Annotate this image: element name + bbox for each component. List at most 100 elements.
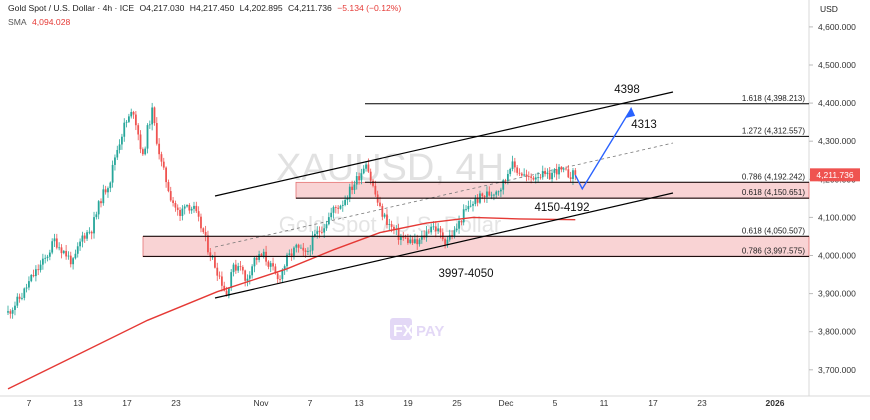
candle-body — [453, 230, 456, 237]
candle-body — [134, 114, 137, 126]
candle-body — [46, 256, 49, 258]
x-axis-tick-label: Dec — [498, 398, 514, 408]
candle-body — [572, 170, 574, 179]
candle-body — [246, 278, 249, 281]
candle-body — [348, 186, 351, 199]
candle-body — [67, 255, 70, 257]
candle-body — [169, 191, 172, 201]
candle-body — [207, 235, 209, 253]
candle-body — [281, 269, 284, 280]
candle-body — [330, 212, 333, 218]
candle-body — [476, 198, 479, 203]
candle-body — [523, 174, 526, 176]
fib-level-label: 0.618 (4,150.651) — [742, 188, 805, 197]
sma-label: SMA — [8, 17, 27, 27]
candle-body — [539, 177, 542, 179]
candle-body — [274, 266, 277, 274]
candle-body — [546, 172, 549, 175]
fib-level-label: 1.272 (4,312.557) — [742, 126, 805, 135]
candle-body — [109, 182, 112, 189]
candle-body — [532, 177, 535, 180]
candle-body — [114, 157, 116, 165]
y-axis-tick-label: 3,900.000 — [818, 289, 856, 299]
candle-body — [107, 188, 109, 193]
candle-body — [430, 226, 433, 233]
candle-body — [144, 148, 147, 155]
candle-body — [18, 296, 21, 299]
candle-body — [9, 311, 12, 314]
candle-body — [409, 239, 412, 243]
candle-body — [62, 250, 65, 254]
candle-body — [383, 214, 386, 217]
candle-body — [465, 209, 467, 210]
candle-body — [295, 244, 298, 248]
candle-body — [460, 220, 463, 223]
candle-body — [214, 256, 216, 268]
candle-body — [95, 214, 98, 218]
sma-line — [7, 216, 576, 390]
candle-body — [553, 169, 556, 173]
level-annotation: 4398 — [614, 84, 640, 96]
candle-body — [276, 273, 279, 280]
x-axis-tick-label: 7 — [308, 398, 313, 408]
candle-body — [567, 169, 570, 178]
candle-body — [513, 161, 516, 168]
level-annotation: 3997-4050 — [439, 268, 494, 280]
candle-body — [167, 182, 170, 192]
candle-body — [195, 205, 198, 212]
symbol-title: Gold Spot / U.S. Dollar · 4h · ICE — [8, 3, 135, 13]
candle-body — [420, 235, 423, 240]
candle-body — [72, 258, 74, 265]
candle-body — [527, 176, 530, 177]
candle-body — [360, 173, 363, 181]
x-axis-tick-label: 23 — [171, 398, 181, 408]
candle-body — [516, 167, 519, 173]
x-axis-tick-label: 17 — [648, 398, 658, 408]
candle-body — [565, 168, 567, 170]
x-axis-tick-label: 23 — [697, 398, 707, 408]
candle-body — [100, 201, 102, 204]
fib-level-label: 1.618 (4,398.213) — [742, 94, 805, 103]
candle-body — [393, 226, 395, 230]
sma-legend[interactable]: SMA 4,094.028 — [8, 17, 73, 27]
candle-body — [181, 208, 184, 216]
candle-body — [51, 241, 54, 253]
candle-body — [537, 177, 539, 179]
candle-body — [509, 168, 512, 174]
candle-body — [500, 189, 502, 192]
candle-body — [283, 266, 286, 270]
candle-body — [358, 176, 360, 181]
candle-body — [232, 264, 235, 273]
candle-body — [520, 173, 523, 176]
candle-body — [79, 241, 81, 247]
candle-body — [190, 208, 193, 211]
candle-body — [58, 247, 61, 249]
candle-body — [179, 209, 181, 216]
y-axis-tick-label: 4,100.000 — [818, 212, 856, 222]
candle-body — [193, 205, 195, 209]
candle-body — [25, 287, 28, 289]
candle-body — [327, 217, 330, 225]
candle-body — [448, 235, 451, 240]
candle-body — [530, 176, 533, 178]
fxpay-logo-pay: PAY — [416, 323, 444, 340]
candle-body — [555, 169, 558, 175]
candle-body — [151, 107, 154, 125]
candle-body — [93, 217, 95, 234]
candle-body — [23, 288, 26, 298]
candle-body — [534, 177, 537, 180]
fib-level-label: 0.786 (4,192.242) — [742, 172, 805, 181]
candle-body — [323, 228, 326, 233]
candle-body — [481, 193, 484, 197]
candle-body — [35, 269, 37, 277]
candle-body — [262, 251, 265, 257]
chart-header: Gold Spot / U.S. Dollar · 4h · ICE O4,21… — [8, 3, 404, 13]
candle-body — [239, 266, 242, 267]
candle-body — [544, 170, 546, 175]
candle-body — [116, 149, 119, 158]
candle-body — [155, 122, 158, 144]
x-axis-tick-label: 5 — [553, 398, 558, 408]
candle-body — [65, 250, 68, 257]
